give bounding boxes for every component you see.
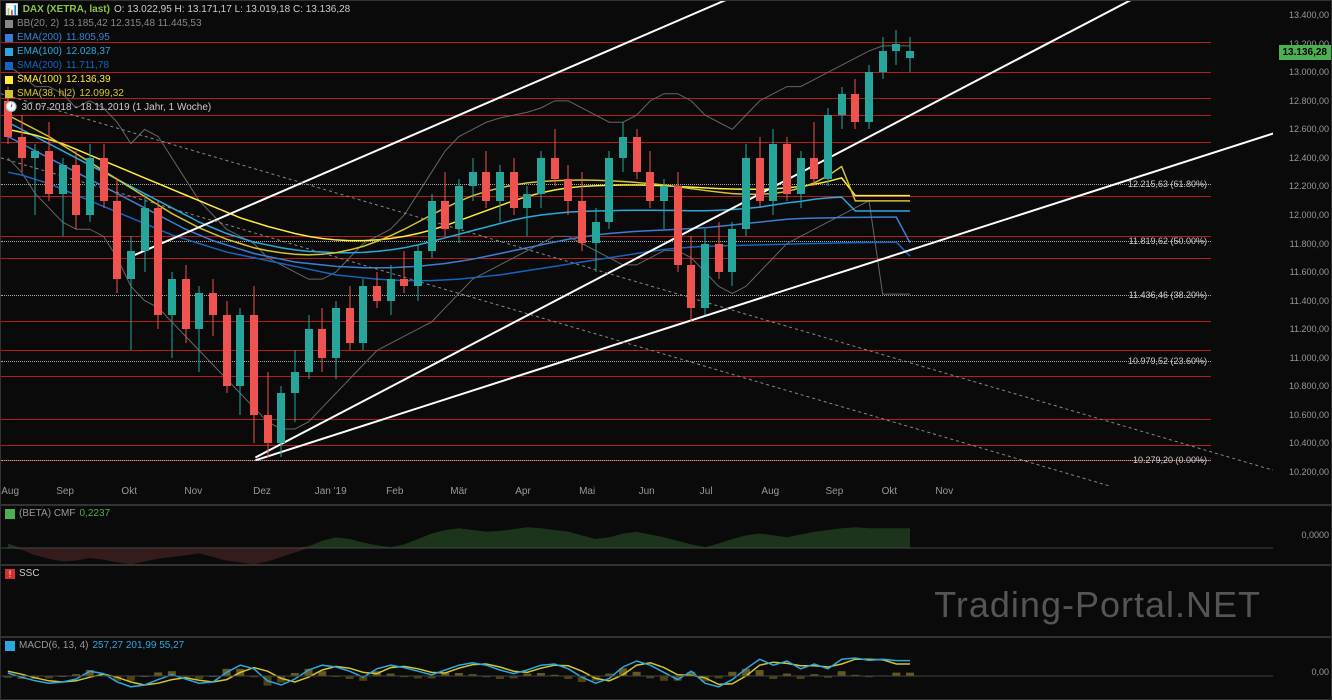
fib-label: 11.436,46 (38.20%) xyxy=(1129,290,1207,300)
time-x-axis: Aug Sep Okt Nov Dez Jan '19 Feb Mär Apr Mai Jun Jul… xyxy=(1,484,1271,504)
fib-line xyxy=(1,460,1211,462)
cmf-icon xyxy=(5,509,15,519)
x-tick-label: Okt xyxy=(121,486,137,497)
x-tick-label: Apr xyxy=(515,486,531,497)
macd-legend: MACD(6, 13, 4) 257,27 201,99 55,27 xyxy=(5,640,184,651)
fib-label: 12.215,63 (61.80%) xyxy=(1128,179,1207,189)
x-tick-label: Mär xyxy=(450,486,467,497)
x-tick-label: Dez xyxy=(253,486,271,497)
resistance-line xyxy=(1,236,1211,237)
cmf-label: (BETA) CMF xyxy=(19,508,75,519)
chart-legend: 📊 DAX (XETRA, last) O: 13.022,95 H: 13.1… xyxy=(5,3,350,115)
x-tick-label: Nov xyxy=(935,486,953,497)
symbol-row: 📊 DAX (XETRA, last) O: 13.022,95 H: 13.1… xyxy=(5,3,350,17)
x-tick-label: Feb xyxy=(386,486,403,497)
y-tick-label: 12.600,00 xyxy=(1289,124,1329,134)
daterange-row: 🕐 30.07.2018 - 18.11.2019 (1 Jahr, 1 Woc… xyxy=(5,101,350,115)
current-price-badge: 13.136,28 xyxy=(1279,45,1332,60)
x-tick-label: Sep xyxy=(826,486,844,497)
y-tick-label: 12.800,00 xyxy=(1289,96,1329,106)
macd-panel[interactable]: MACD(6, 13, 4) 257,27 201,99 55,27 0,00 xyxy=(0,637,1332,700)
y-tick-label: 12.400,00 xyxy=(1289,153,1329,163)
x-tick-label: Jul xyxy=(700,486,713,497)
resistance-line xyxy=(1,350,1211,351)
watermark: Trading-Portal.NET xyxy=(934,584,1261,626)
y-tick-label: 11.800,00 xyxy=(1290,239,1329,249)
x-tick-label: Nov xyxy=(184,486,202,497)
macd-icon xyxy=(5,641,15,651)
indicator-legend-row: BB(20, 2)13.185,42 12.315,48 11.445,53 xyxy=(5,17,350,31)
resistance-line xyxy=(1,445,1211,446)
cmf-legend: (BETA) CMF 0,2237 xyxy=(5,508,110,519)
y-tick-label: 10.600,00 xyxy=(1289,410,1329,420)
resistance-line xyxy=(1,376,1211,377)
indicator-legend-row: EMA(200)11.805,95 xyxy=(5,31,350,45)
cmf-zero: 0,0000 xyxy=(1301,530,1329,540)
y-tick-label: 13.000,00 xyxy=(1289,67,1329,77)
y-tick-label: 12.200,00 xyxy=(1289,181,1329,191)
indicator-legend-row: SMA(38, hl2)12.099,32 xyxy=(5,87,350,101)
resistance-line xyxy=(1,142,1211,143)
macd-zero: 0,00 xyxy=(1311,667,1329,677)
fib-label: 10.979,52 (23.60%) xyxy=(1128,356,1207,366)
cmf-panel[interactable]: (BETA) CMF 0,2237 0,0000 xyxy=(0,505,1332,565)
y-tick-label: 10.800,00 xyxy=(1289,381,1329,391)
macd-label: MACD(6, 13, 4) xyxy=(19,640,88,651)
y-tick-label: 10.400,00 xyxy=(1289,438,1329,448)
y-tick-label: 11.400,00 xyxy=(1290,296,1329,306)
ssc-icon: ! xyxy=(5,569,15,579)
indicator-legend-row: SMA(100)12.136,39 xyxy=(5,73,350,87)
daterange-label: 30.07.2018 - 18.11.2019 (1 Jahr, 1 Woche… xyxy=(21,101,211,115)
x-tick-label: Jun xyxy=(639,486,655,497)
fib-label: 11.819,62 (50.00%) xyxy=(1129,236,1207,246)
x-tick-label: Mai xyxy=(579,486,595,497)
fib-label: 10.279,20 (0.00%) xyxy=(1133,455,1207,465)
indicator-legend-row: EMA(100)12.028,37 xyxy=(5,45,350,59)
macd-values: 257,27 201,99 55,27 xyxy=(92,640,184,651)
chart-container: 12.215,63 (61.80%) 11.819,62 (50.00%) 11.4… xyxy=(0,0,1332,700)
ohlc-label: O: 13.022,95 H: 13.171,17 L: 13.019,18 C… xyxy=(114,3,350,17)
x-tick-label: Aug xyxy=(1,486,19,497)
resistance-line xyxy=(1,258,1211,259)
main-price-panel[interactable]: 12.215,63 (61.80%) 11.819,62 (50.00%) 11.4… xyxy=(0,0,1332,505)
y-tick-label: 12.000,00 xyxy=(1289,210,1329,220)
fib-line xyxy=(1,241,1211,243)
resistance-line xyxy=(1,115,1211,116)
cmf-chart xyxy=(1,506,1273,566)
y-tick-label: 11.200,00 xyxy=(1290,324,1329,334)
x-tick-label: Aug xyxy=(761,486,779,497)
ssc-legend: ! SSC xyxy=(5,568,40,579)
price-y-axis: 13.400,0013.200,0013.000,0012.800,0012.6… xyxy=(1271,1,1331,484)
y-tick-label: 13.400,00 xyxy=(1289,10,1329,20)
x-tick-label: Jan '19 xyxy=(315,486,347,497)
symbol-label: DAX (XETRA, last) xyxy=(23,3,110,17)
fib-line xyxy=(1,361,1211,363)
resistance-line xyxy=(1,419,1211,420)
x-tick-label: Sep xyxy=(56,486,74,497)
macd-chart xyxy=(1,638,1273,700)
ssc-panel[interactable]: ! SSC Trading-Portal.NET xyxy=(0,565,1332,637)
indicator-legend-row: SMA(200)11.711,78 xyxy=(5,59,350,73)
y-tick-label: 10.200,00 xyxy=(1289,467,1329,477)
y-tick-label: 11.000,00 xyxy=(1290,353,1329,363)
x-tick-label: Okt xyxy=(882,486,898,497)
cmf-value: 0,2237 xyxy=(79,508,110,519)
y-tick-label: 11.600,00 xyxy=(1290,267,1329,277)
ssc-label: SSC xyxy=(19,568,40,579)
